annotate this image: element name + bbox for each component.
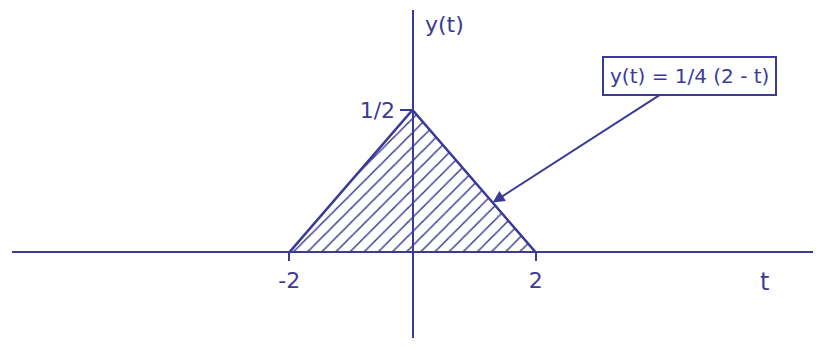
svg-text:1/2: 1/2 (360, 98, 395, 123)
svg-text:y(t): y(t) (425, 12, 464, 37)
svg-text:-2: -2 (278, 268, 300, 293)
svg-text:t: t (760, 268, 769, 296)
svg-text:y(t) = 1/4 (2 - t): y(t) = 1/4 (2 - t) (610, 64, 769, 88)
svg-text:2: 2 (529, 268, 543, 293)
